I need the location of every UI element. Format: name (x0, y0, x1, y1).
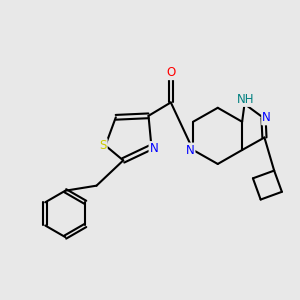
Text: N: N (186, 143, 194, 157)
Text: N: N (262, 111, 271, 124)
Text: O: O (166, 66, 176, 79)
Text: NH: NH (237, 93, 255, 106)
Text: S: S (99, 139, 107, 152)
Text: N: N (149, 142, 158, 155)
